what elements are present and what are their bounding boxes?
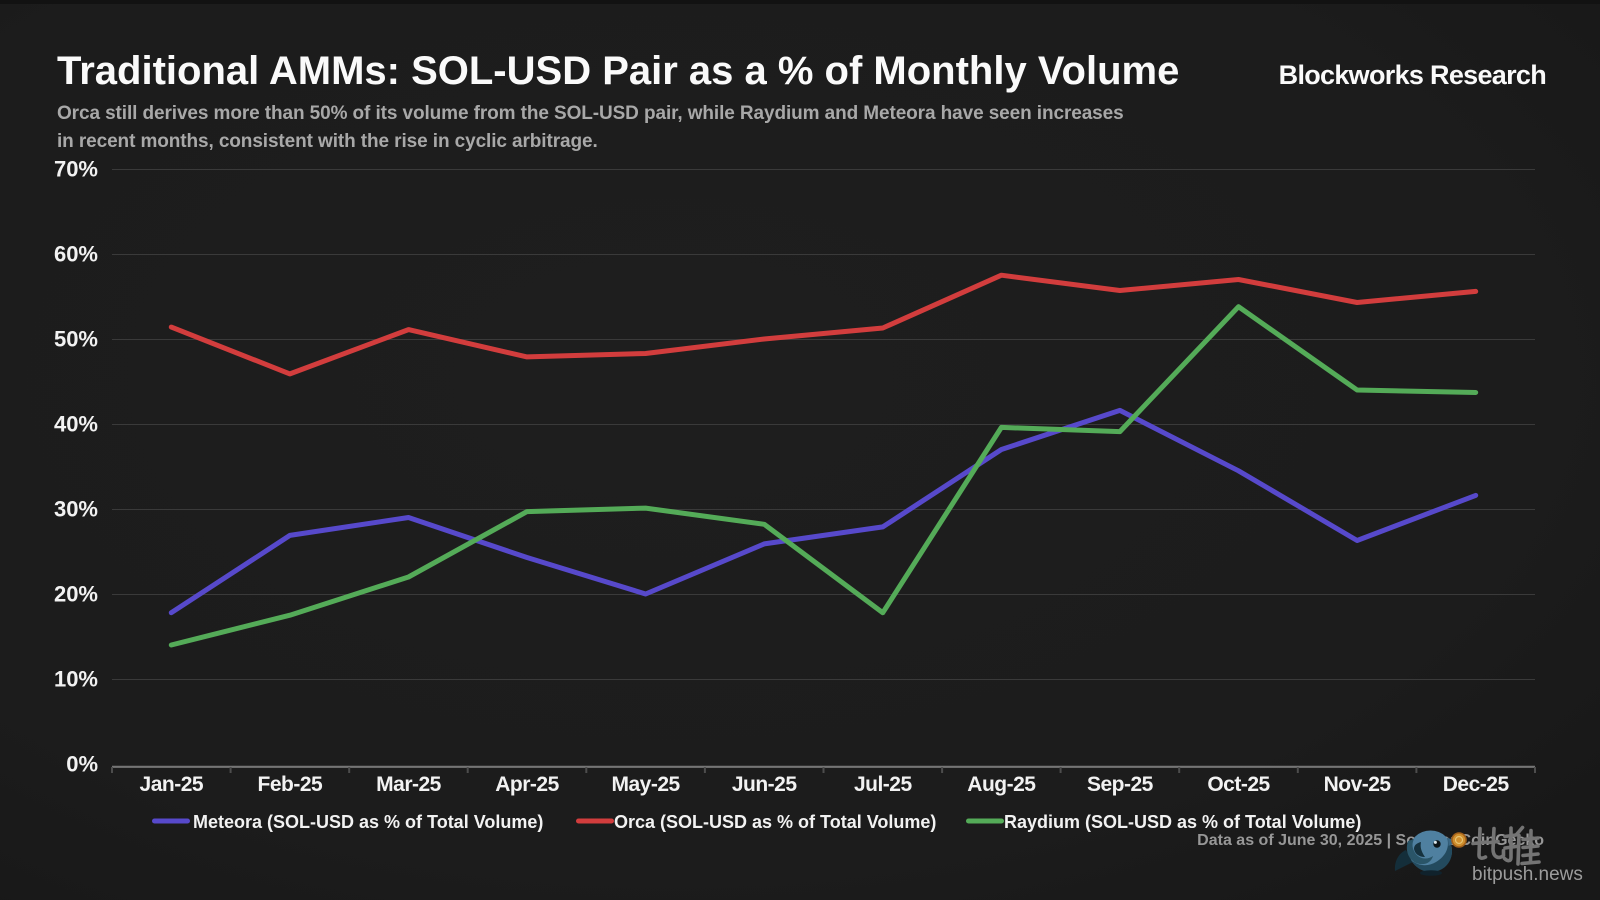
svg-text:May-25: May-25 [611, 773, 680, 796]
svg-text:Jul-25: Jul-25 [854, 773, 913, 796]
svg-text:50%: 50% [54, 327, 98, 352]
svg-text:Apr-25: Apr-25 [495, 773, 559, 796]
svg-text:Meteora (SOL-USD as % of Total: Meteora (SOL-USD as % of Total Volume) [193, 812, 543, 832]
svg-text:Feb-25: Feb-25 [258, 773, 324, 796]
svg-text:bitpush.news: bitpush.news [1472, 864, 1583, 885]
svg-text:Orca (SOL-USD as % of Total Vo: Orca (SOL-USD as % of Total Volume) [614, 812, 936, 832]
svg-text:Mar-25: Mar-25 [376, 773, 442, 796]
svg-text:Blockworks Research: Blockworks Research [1279, 60, 1546, 90]
svg-text:10%: 10% [54, 667, 98, 692]
svg-text:Dec-25: Dec-25 [1443, 773, 1510, 796]
svg-text:0%: 0% [66, 752, 98, 777]
svg-text:in recent months, consistent w: in recent months, consistent with the ri… [57, 131, 598, 152]
svg-text:Traditional AMMs: SOL-USD Pair: Traditional AMMs: SOL-USD Pair as a % of… [57, 49, 1179, 93]
svg-text:60%: 60% [54, 242, 98, 267]
svg-text:30%: 30% [54, 497, 98, 522]
svg-text:Jan-25: Jan-25 [140, 773, 204, 796]
svg-text:Oct-25: Oct-25 [1207, 773, 1270, 796]
svg-text:70%: 70% [54, 157, 98, 182]
svg-text:Aug-25: Aug-25 [967, 773, 1036, 796]
svg-text:Raydium (SOL-USD as % of Total: Raydium (SOL-USD as % of Total Volume) [1004, 812, 1361, 832]
svg-text:Nov-25: Nov-25 [1324, 773, 1392, 796]
svg-text:Sep-25: Sep-25 [1087, 773, 1154, 796]
svg-text:Orca still derives more than 5: Orca still derives more than 50% of its … [57, 103, 1124, 124]
svg-text:Jun-25: Jun-25 [732, 773, 798, 796]
svg-text:20%: 20% [54, 582, 98, 607]
svg-text:40%: 40% [54, 412, 98, 437]
